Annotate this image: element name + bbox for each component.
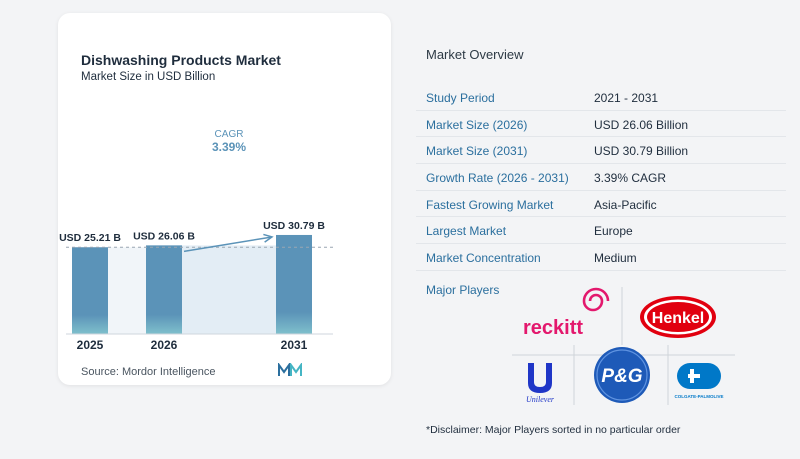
row-value: USD 26.06 Billion [594, 117, 689, 132]
colgate-palmolive-logo-text: COLGATE-PALMOLIVE [674, 394, 723, 399]
market-overview-heading: Market Overview [426, 47, 524, 62]
cagr-label: CAGR [215, 129, 244, 140]
chart-title: Dishwashing Products Market [81, 52, 281, 68]
row-key: Growth Rate (2026 - 2031) [426, 171, 569, 186]
table-row: Largest Market Europe [416, 217, 786, 245]
table-row: Market Concentration Medium [416, 244, 786, 271]
chart-subtitle: Market Size in USD Billion [81, 71, 216, 83]
henkel-logo-text: Henkel [652, 310, 704, 327]
row-key: Market Size (2026) [426, 117, 528, 132]
x-tick-label-2025: 2025 [77, 338, 104, 352]
gap-band [108, 247, 146, 334]
colgate-palmolive-logo-icon: COLGATE-PALMOLIVE [674, 363, 724, 399]
cagr-arrow-head [263, 233, 274, 243]
reckitt-logo-text: reckitt [523, 317, 583, 339]
unilever-logo-icon: Unilever [526, 363, 555, 404]
row-value: 2021 - 2031 [594, 91, 659, 105]
cagr-value: 3.39% [212, 140, 246, 154]
chart-source: Source: Mordor Intelligence [81, 366, 216, 378]
row-value: 3.39% CAGR [594, 171, 667, 186]
mordor-intelligence-logo-icon [278, 363, 302, 376]
bar-2025 [72, 247, 108, 334]
pg-logo-icon: P&G [594, 347, 650, 403]
row-value: Asia-Pacific [594, 197, 657, 212]
row-value: Europe [594, 224, 633, 239]
unilever-logo-text: Unilever [526, 395, 555, 404]
cagr-band [182, 245, 276, 334]
table-row: Market Size (2031) USD 30.79 Billion [416, 137, 786, 165]
cagr-arrow-line [183, 236, 273, 253]
row-key: Largest Market [426, 224, 507, 239]
x-tick-label-2031: 2031 [281, 338, 308, 352]
row-value: USD 30.79 Billion [594, 144, 689, 159]
market-overview-table: Study Period 2021 - 2031 Market Size (202… [416, 84, 786, 271]
value-label-2031: USD 30.79 B [263, 220, 325, 232]
disclaimer-text: *Disclaimer: Major Players sorted in no … [426, 424, 681, 436]
henkel-logo-icon: Henkel [640, 296, 716, 338]
table-row: Market Size (2026) USD 26.06 Billion [416, 111, 786, 138]
market-size-chart: USD 25.21 B USD 26.06 B USD 30.79 B 2025 202… [59, 129, 333, 352]
bar-2031 [276, 234, 312, 334]
table-row: Study Period 2021 - 2031 [416, 84, 786, 111]
row-key: Market Concentration [426, 251, 541, 266]
x-tick-label-2026: 2026 [151, 338, 178, 352]
bar-2026 [146, 245, 182, 334]
table-row: Growth Rate (2026 - 2031) 3.39% CAGR [416, 164, 786, 191]
row-key: Market Size (2031) [426, 144, 528, 159]
row-key: Fastest Growing Market [426, 197, 554, 212]
value-label-2025: USD 25.21 B [59, 232, 121, 244]
table-row: Fastest Growing Market Asia-Pacific [416, 191, 786, 218]
row-key: Study Period [426, 91, 495, 105]
value-label-2026: USD 26.06 B [133, 230, 195, 242]
row-value: Medium [594, 251, 637, 266]
pg-logo-text: P&G [601, 366, 642, 387]
reckitt-logo-icon: reckitt [523, 287, 610, 339]
major-players-logos: reckitt Henkel Unilever P&G COLGATE-PALM… [512, 287, 735, 405]
major-players-label: Major Players [426, 283, 500, 297]
